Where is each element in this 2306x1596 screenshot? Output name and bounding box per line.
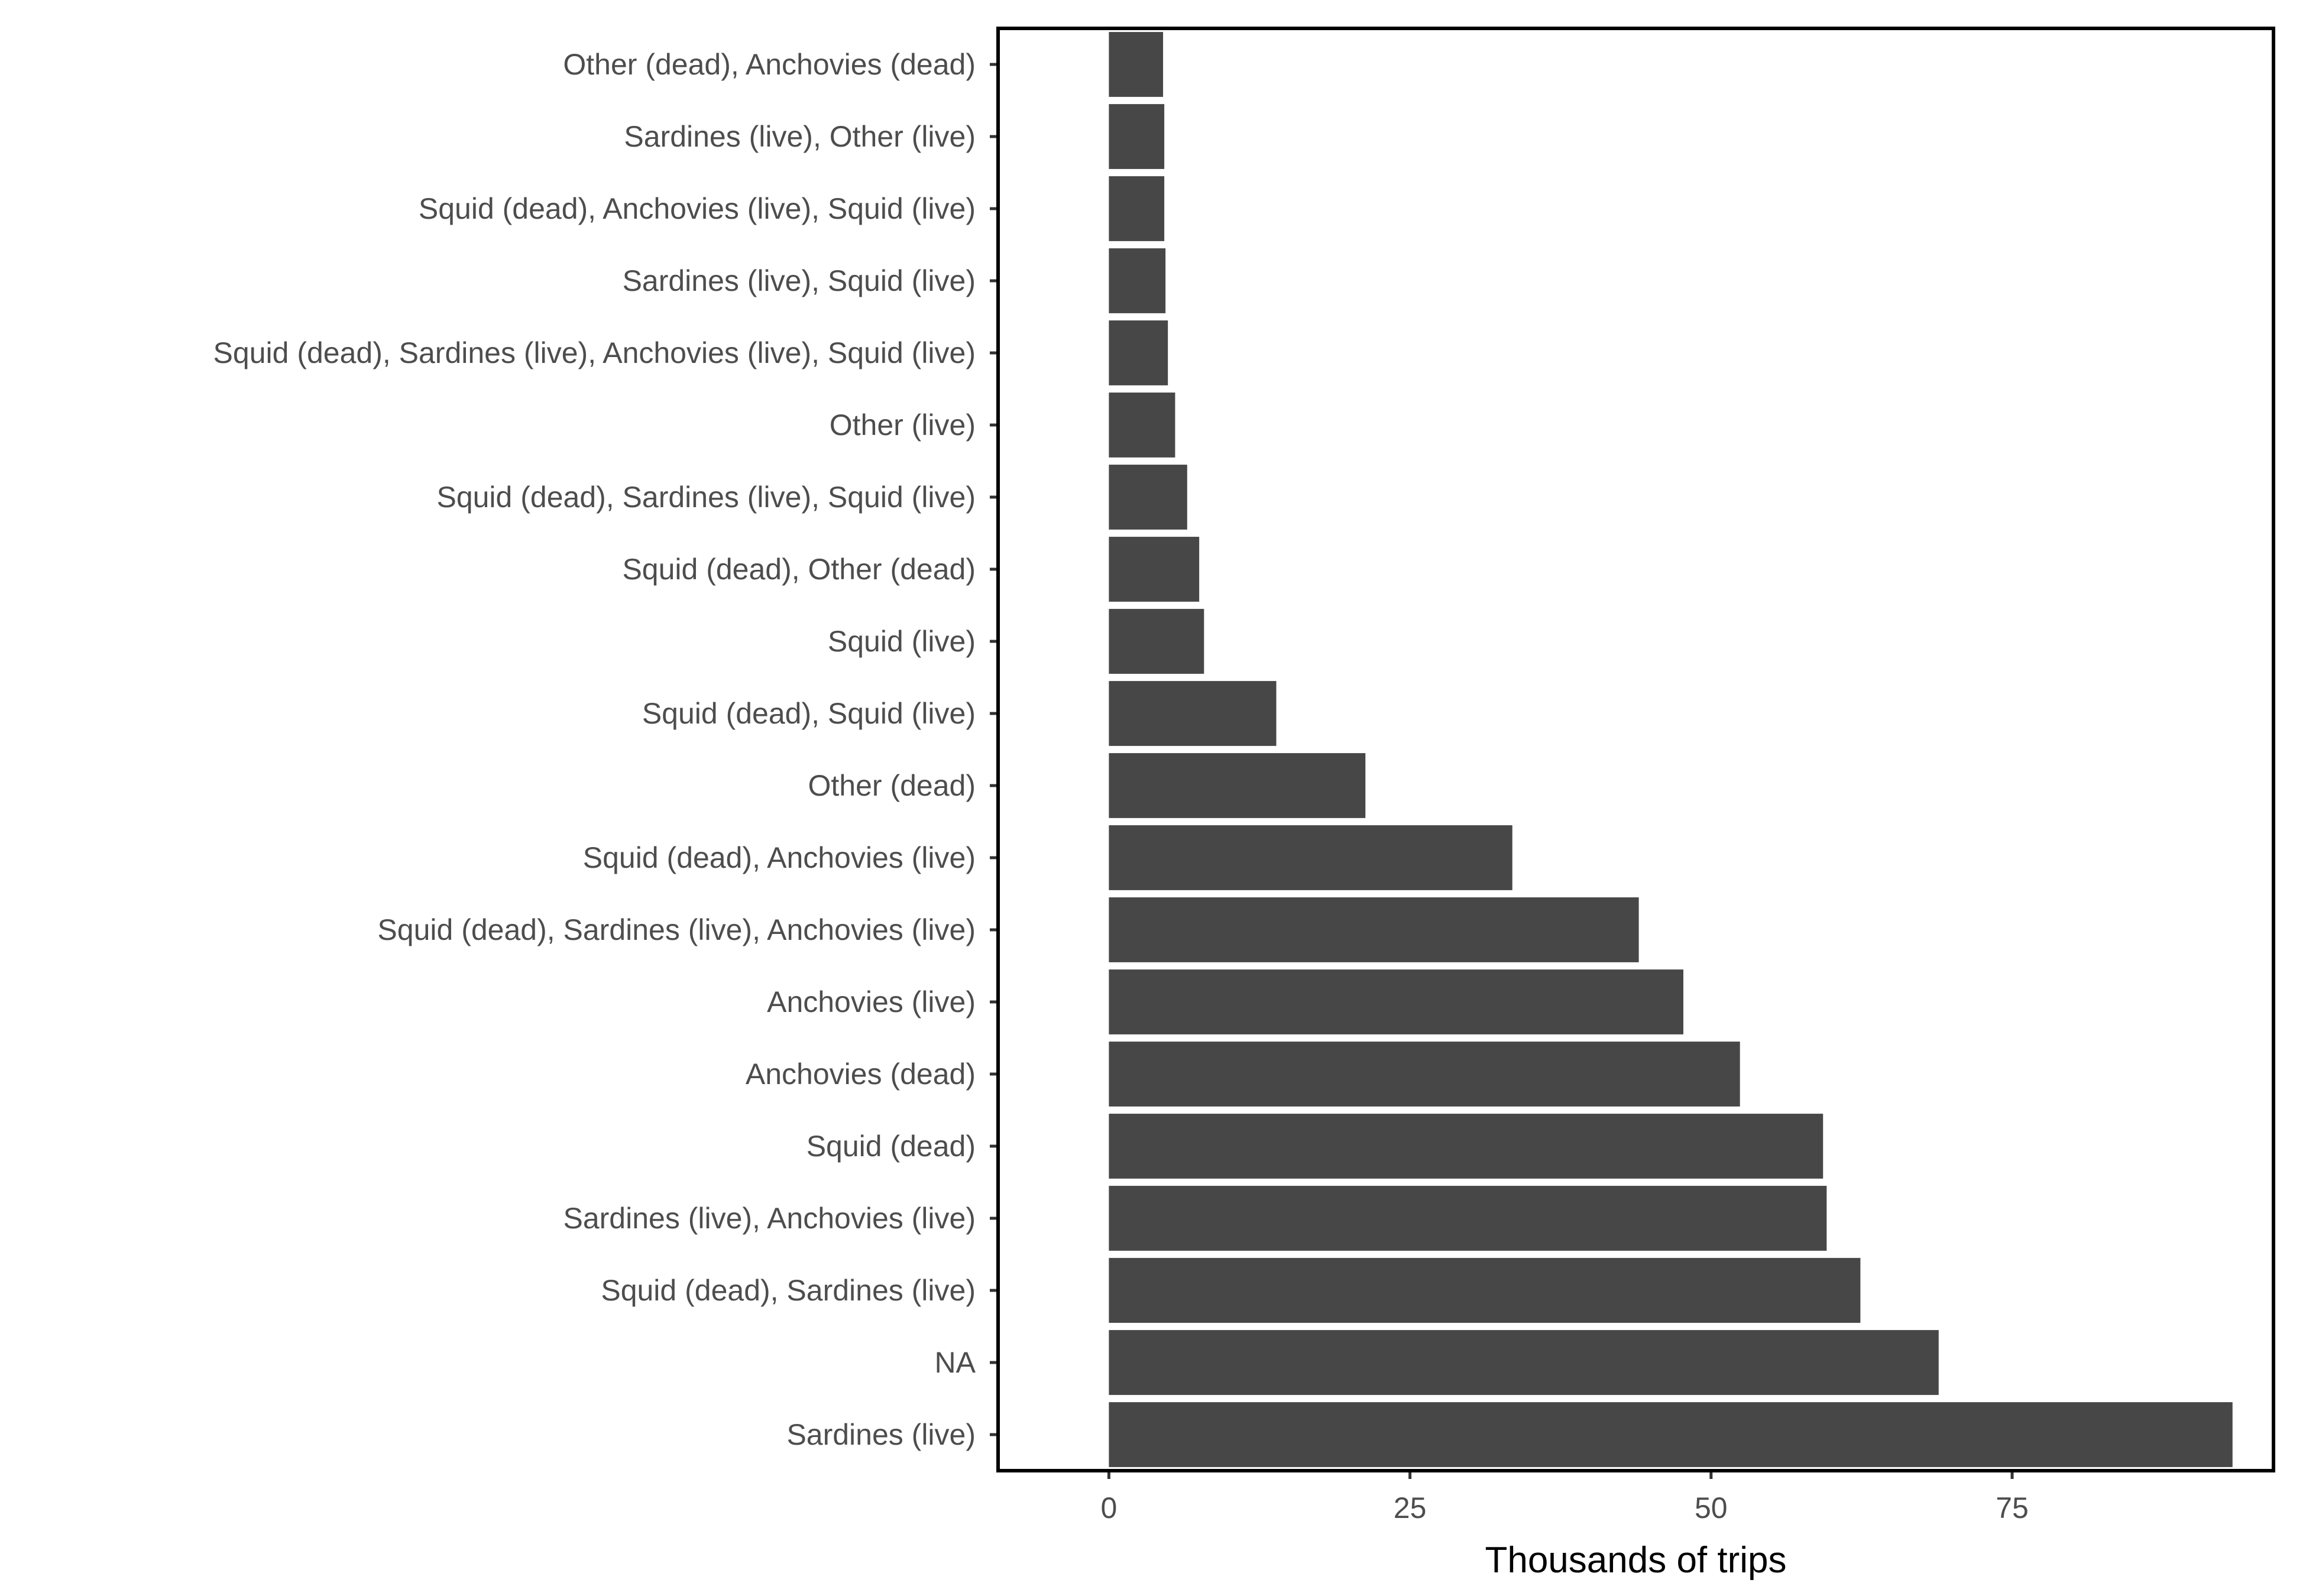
x-tick-label: 0	[1100, 1491, 1117, 1524]
y-tick-label: Sardines (live), Other (live)	[624, 120, 976, 153]
bar	[1109, 32, 1164, 97]
bar	[1109, 753, 1366, 818]
bar	[1109, 104, 1165, 169]
y-tick-label: Squid (dead), Anchovies (live), Squid (l…	[419, 192, 976, 225]
bar	[1109, 248, 1166, 313]
x-axis-labels: 0 25 50 75	[1100, 1491, 2028, 1524]
y-tick-label: Sardines (live)	[786, 1418, 976, 1451]
bar	[1109, 1186, 1827, 1251]
y-tick-label: Other (dead), Anchovies (dead)	[563, 48, 976, 81]
bar	[1109, 681, 1277, 746]
plot-panel-border	[996, 27, 2275, 1472]
bar	[1109, 465, 1187, 530]
y-tick-label: NA	[935, 1346, 976, 1379]
x-axis-title: Thousands of trips	[1485, 1540, 1786, 1581]
y-tick-label: Squid (dead), Squid (live)	[642, 697, 976, 730]
y-tick-label: Squid (dead), Anchovies (live)	[583, 841, 976, 874]
y-tick-label: Squid (dead), Sardines (live), Anchovies…	[213, 336, 976, 369]
y-tick-label: Squid (dead)	[807, 1130, 976, 1163]
bar	[1109, 1402, 2233, 1467]
y-tick-label: Other (dead)	[808, 769, 976, 802]
x-tick-label: 25	[1394, 1491, 1427, 1524]
y-tick-label: Squid (live)	[828, 625, 976, 658]
y-tick-label: Sardines (live), Anchovies (live)	[563, 1202, 976, 1235]
x-tick-label: 50	[1695, 1491, 1728, 1524]
bar	[1109, 1042, 1740, 1107]
y-tick-label: Squid (dead), Sardines (live)	[601, 1274, 976, 1307]
bar	[1109, 176, 1165, 241]
x-tick-label: 75	[1996, 1491, 2029, 1524]
y-tick-label: Sardines (live), Squid (live)	[623, 264, 976, 297]
bar	[1109, 609, 1204, 674]
bar	[1109, 320, 1168, 385]
bar	[1109, 969, 1683, 1034]
bar	[1109, 825, 1512, 890]
y-tick-label: Anchovies (dead)	[746, 1057, 976, 1091]
bar	[1109, 392, 1175, 458]
y-tick-label: Squid (dead), Sardines (live), Squid (li…	[436, 481, 976, 514]
y-tick-label: Other (live)	[830, 408, 976, 442]
bar-group	[1109, 32, 2233, 1467]
bar	[1109, 1330, 1939, 1395]
bar	[1109, 1258, 1861, 1323]
y-tick-label: Squid (dead), Other (dead)	[622, 553, 976, 586]
y-tick-label: Squid (dead), Sardines (live), Anchovies…	[377, 913, 976, 946]
bar	[1109, 1114, 1824, 1179]
y-axis-labels: Sardines (live) NA Squid (dead), Sardines …	[213, 48, 976, 1451]
y-tick-label: Anchovies (live)	[767, 985, 976, 1018]
bar	[1109, 537, 1200, 602]
bar	[1109, 897, 1639, 962]
